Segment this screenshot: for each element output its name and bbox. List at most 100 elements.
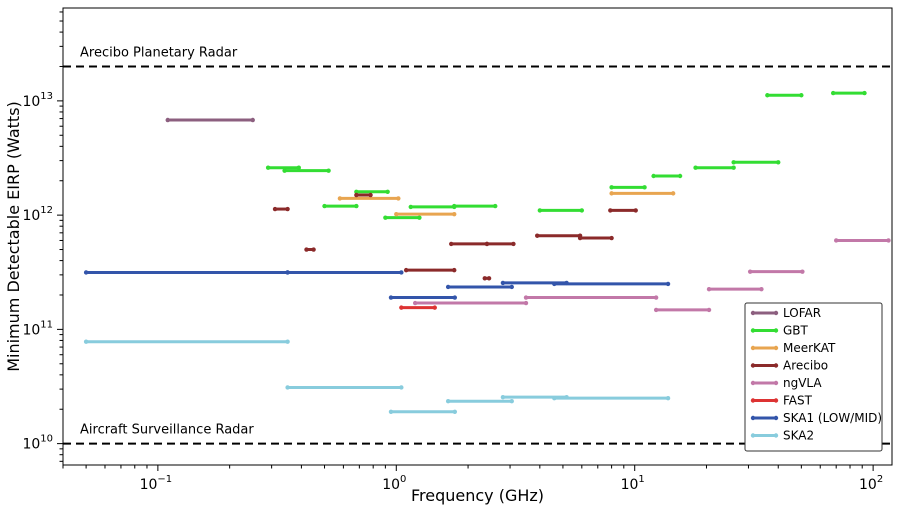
data-point: [609, 191, 614, 196]
data-point: [383, 215, 388, 220]
data-point: [265, 165, 271, 170]
legend-label: SKA2: [783, 429, 814, 443]
data-point: [452, 203, 457, 209]
data-point: [665, 281, 671, 287]
legend-box: [744, 302, 883, 452]
data-point: [385, 189, 390, 195]
y-tick-label: 1010: [22, 434, 53, 453]
data-point: [886, 238, 891, 243]
data-point: [368, 192, 373, 198]
series-arecibo: [272, 192, 638, 281]
data-point: [354, 189, 359, 195]
data-point: [304, 247, 309, 252]
data-point: [511, 241, 516, 247]
plot-frame: [62, 7, 893, 466]
data-point: [653, 295, 659, 300]
data-point: [537, 208, 543, 213]
series-ngvla: [412, 238, 891, 313]
x-tick-label: 100: [382, 474, 406, 493]
data-point: [759, 286, 764, 292]
data-point: [482, 276, 487, 281]
legend-item: SKA1 (LOW/MID): [750, 411, 882, 425]
legend-marker: [773, 345, 779, 351]
arecibo-planetary-radar-label: Arecibo Planetary Radar: [80, 45, 238, 60]
data-point: [484, 241, 490, 247]
data-point: [449, 241, 454, 247]
data-point: [486, 276, 492, 281]
legend-label: Arecibo: [783, 359, 828, 373]
x-tick-label: 102: [859, 474, 883, 493]
data-point: [272, 206, 278, 212]
data-point: [282, 168, 287, 173]
data-point: [500, 280, 506, 286]
data-point: [493, 203, 498, 209]
legend-label: SKA1 (LOW/MID): [783, 411, 882, 425]
legend-item: FAST: [750, 394, 813, 408]
data-point: [523, 300, 529, 306]
data-point: [608, 208, 613, 213]
data-point: [776, 160, 781, 165]
x-axis-label: Frequency (GHz): [411, 486, 544, 505]
legend-item: SKA2: [750, 429, 814, 443]
legend: LOFAR GBT MeerKAT Arecibo ngVLA FAST SKA1 (LOW…: [744, 302, 883, 452]
data-point: [322, 203, 327, 209]
legend-marker: [750, 398, 756, 403]
data-point: [653, 307, 659, 313]
x-tick-label: 10−1: [140, 474, 173, 493]
data-point: [633, 208, 638, 213]
legend-label: ngVLA: [783, 376, 822, 390]
y-tick-label: 1012: [22, 205, 53, 224]
x-axis: 10−1 100 101 102: [62, 465, 883, 493]
data-point: [765, 93, 770, 98]
legend-marker: [773, 328, 779, 333]
data-point: [285, 206, 290, 212]
series-lofar: [165, 117, 255, 123]
legend-marker: [750, 363, 756, 368]
data-point: [399, 305, 404, 310]
legend-label: MeerKAT: [783, 341, 836, 355]
y-tick-label: 1011: [22, 319, 53, 338]
data-point: [509, 284, 514, 290]
data-point: [396, 196, 401, 201]
data-point: [833, 238, 839, 243]
data-point: [445, 399, 451, 404]
legend-label: GBT: [783, 324, 809, 338]
data-point: [731, 165, 736, 170]
data-point: [677, 173, 683, 179]
data-point: [399, 270, 404, 275]
legend-item: LOFAR: [750, 306, 821, 320]
legend-item: MeerKAT: [750, 341, 836, 355]
data-point: [800, 269, 805, 274]
series-gbt: [265, 90, 867, 220]
data-point: [165, 117, 170, 123]
legend-marker: [773, 398, 779, 403]
data-point: [523, 295, 529, 300]
data-point: [609, 185, 614, 190]
data-point: [862, 90, 867, 96]
data-point: [326, 168, 331, 173]
data-point: [285, 339, 290, 344]
data-point: [83, 339, 89, 344]
data-point: [731, 160, 736, 165]
x-tick-label: 101: [621, 474, 645, 493]
series-ska1-low-mid: [83, 270, 671, 300]
data-point: [651, 173, 656, 179]
data-point: [500, 394, 506, 400]
legend-marker: [773, 380, 779, 386]
legend-label: LOFAR: [783, 306, 821, 320]
data-point: [354, 192, 359, 198]
data-point: [509, 399, 514, 404]
data-point: [706, 307, 712, 313]
legend-marker: [773, 415, 779, 421]
legend-item: GBT: [750, 324, 809, 338]
data-point: [311, 247, 316, 252]
data-point: [747, 269, 753, 274]
data-point: [552, 395, 557, 401]
data-point: [452, 409, 458, 414]
legend-item: ngVLA: [750, 376, 822, 390]
legend-marker: [750, 310, 756, 316]
data-point: [250, 117, 255, 123]
aircraft-surveillance-radar-label: Aircraft Surveillance Radar: [80, 423, 254, 438]
data-point: [452, 295, 458, 300]
